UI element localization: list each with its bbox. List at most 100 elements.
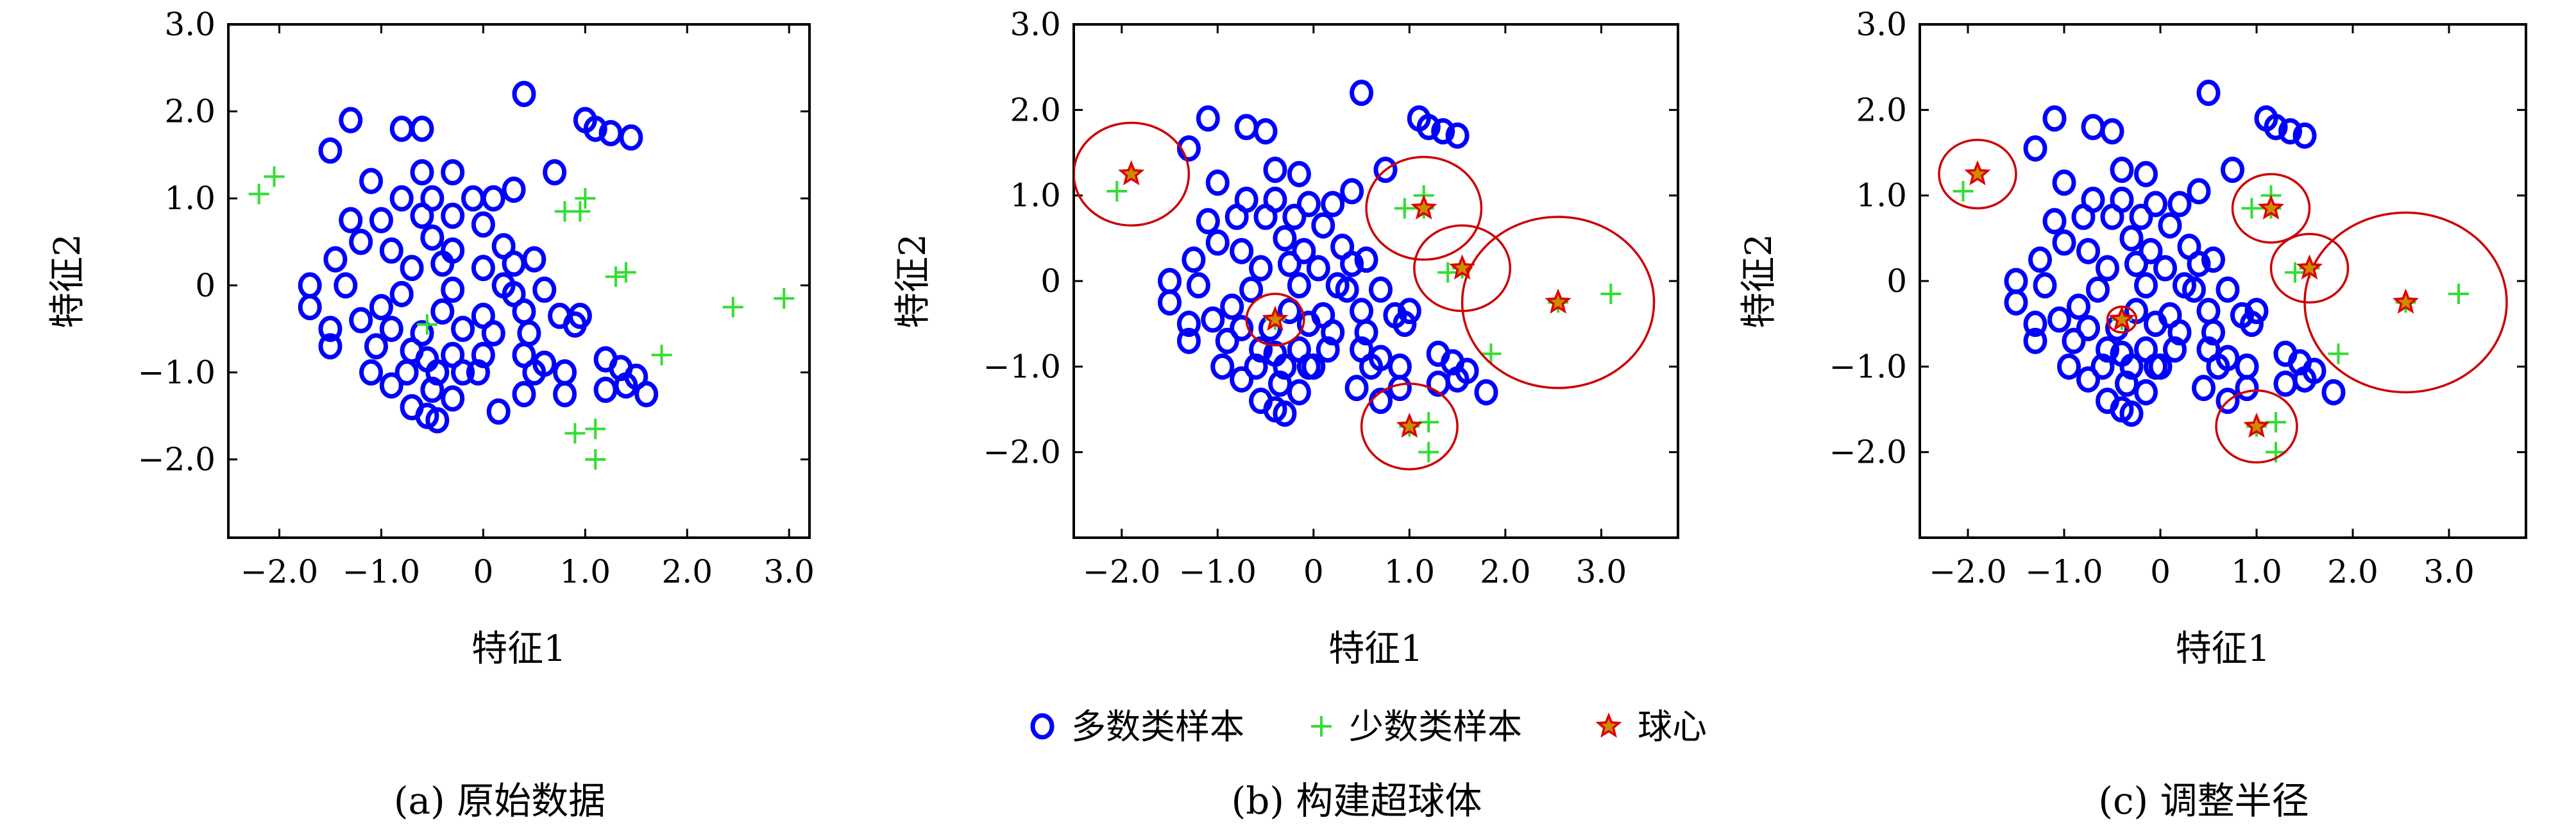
majority-point	[2153, 255, 2177, 282]
majority-point	[2201, 246, 2225, 273]
majority-point	[441, 202, 465, 229]
majority-point	[2115, 370, 2139, 397]
majority-point	[2004, 289, 2028, 316]
majority-point	[318, 137, 343, 164]
x-tick-label: 3.0	[1576, 553, 1627, 590]
sphere-center-star	[2257, 194, 2285, 220]
majority-point	[2321, 379, 2346, 406]
majority-point	[2192, 375, 2216, 402]
majority-point	[420, 376, 445, 403]
scatter-panel-1: −2.0 −1.0 0 1.0 2.0 3.0 −2.0 −1.0 0 1.0 2.0 3.0 特征1 特…	[47, 6, 815, 823]
majority-point	[1277, 250, 1301, 277]
hypersphere-circle	[1245, 293, 1305, 346]
majority-point	[349, 307, 373, 334]
majority-point	[1397, 298, 1421, 325]
majority-point	[2076, 366, 2100, 393]
minority-point	[774, 288, 795, 309]
majority-point	[2028, 246, 2052, 273]
majority-point	[2187, 250, 2211, 277]
majority-point	[2076, 314, 2100, 341]
majority-point	[532, 277, 557, 303]
majority-point	[2196, 298, 2221, 325]
y-tick-label: 1.0	[164, 180, 216, 217]
hypersphere-circle	[2231, 173, 2311, 244]
majority-point	[2273, 370, 2298, 397]
majority-point	[2216, 388, 2240, 414]
x-tick-label: 2.0	[661, 553, 713, 590]
majority-point	[2100, 118, 2124, 145]
sphere-center-star	[1396, 413, 1423, 438]
minority-point	[1953, 181, 1974, 201]
data-layer	[1074, 80, 1656, 471]
majority-point	[2240, 311, 2264, 338]
majority-point	[543, 159, 567, 186]
majority-point	[1273, 353, 1297, 380]
legend-majority-marker	[1030, 713, 1055, 740]
majority-point	[471, 211, 495, 238]
majority-point	[1287, 379, 1311, 406]
majority-point	[451, 316, 475, 343]
majority-point	[1445, 122, 1470, 149]
sphere-center-star	[1448, 254, 1476, 280]
sphere-center-star	[1118, 160, 1145, 185]
majority-point	[441, 159, 465, 186]
majority-point	[1287, 272, 1311, 299]
majority-point	[2167, 191, 2192, 218]
majority-point	[1158, 289, 1182, 316]
majority-point	[1359, 353, 1384, 380]
majority-point	[334, 272, 358, 299]
majority-point	[512, 380, 536, 407]
y-axis-label: 特征2	[47, 234, 89, 329]
majority-point	[2076, 237, 2100, 264]
majority-point	[1176, 311, 1201, 338]
majority-point	[2292, 366, 2317, 393]
majority-point	[1230, 366, 1254, 393]
y-tick-label: −1.0	[138, 354, 216, 391]
majority-point	[2023, 327, 2047, 354]
majority-point	[2052, 229, 2076, 256]
sphere-center-star	[1964, 160, 1991, 185]
majority-point	[481, 185, 505, 212]
majority-point	[2110, 157, 2134, 184]
majority-point	[1215, 327, 1239, 354]
majority-point	[2196, 80, 2221, 107]
x-tick-label: −1.0	[1179, 553, 1257, 590]
majority-point	[1431, 118, 1455, 145]
y-axis-label: 特征2	[892, 234, 934, 329]
majority-point	[2067, 293, 2090, 320]
majority-point	[410, 159, 434, 186]
legend-majority-label: 多数类样本	[1071, 706, 1244, 747]
majority-point	[2144, 311, 2167, 338]
y-tick-label: 2.0	[164, 93, 216, 130]
y-tick-label: 1.0	[1856, 177, 1907, 214]
majority-point	[2134, 272, 2158, 299]
minority-point	[585, 449, 606, 470]
y-tick-label: 0	[1886, 262, 1907, 300]
majority-point	[400, 255, 424, 282]
majority-point	[2235, 375, 2259, 402]
y-tick-label: 0	[1040, 262, 1061, 300]
majority-point	[1373, 157, 1398, 184]
minority-point	[2241, 198, 2262, 219]
majority-point	[323, 246, 348, 273]
x-axis-label: 特征1	[2176, 628, 2271, 670]
x-tick-label: 0	[2150, 553, 2171, 590]
x-tick-label: 1.0	[560, 553, 611, 590]
majority-point	[1205, 169, 1230, 196]
majority-point	[1249, 336, 1273, 363]
majority-point	[1196, 105, 1220, 132]
majority-point	[461, 185, 485, 212]
majority-point	[1354, 319, 1378, 346]
majority-point	[1301, 353, 1326, 380]
majority-point	[389, 115, 414, 142]
majority-point	[2119, 400, 2144, 427]
majority-point	[1230, 237, 1254, 264]
hypersphere-circle	[2215, 389, 2298, 464]
majority-point	[512, 80, 536, 107]
majority-point	[2081, 114, 2105, 141]
majority-point	[430, 298, 455, 325]
majority-point	[2023, 311, 2047, 338]
majority-point	[441, 385, 465, 412]
majority-point	[1340, 178, 1364, 205]
majority-point	[2090, 353, 2115, 380]
